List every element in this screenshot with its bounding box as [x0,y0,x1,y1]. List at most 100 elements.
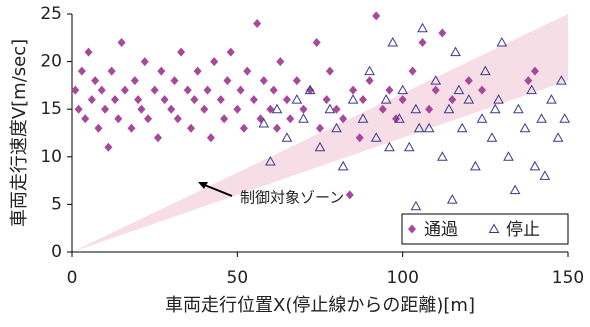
diamond-point [249,95,258,105]
legend-label: 通過 [424,220,458,240]
diamond-point [312,38,321,48]
diamond-point [107,66,116,76]
triangle-point [513,103,524,114]
triangle-point [443,103,455,114]
diamond-point [71,85,80,95]
triangle-point [489,103,501,114]
legend-marker [488,223,500,233]
y-axis-label: 車両走行速度V[m/sec] [9,39,30,227]
diamond-point [167,104,176,114]
triangle-point [450,46,461,57]
diamond-point [259,76,268,86]
triangle-point [519,122,531,133]
y-tick-label: 15 [40,99,62,119]
diamond-point [418,38,427,48]
triangle-point [397,84,409,95]
triangle-point [331,122,342,133]
diamond-point [292,76,301,86]
diamond-point [524,76,533,86]
diamond-point [299,104,308,114]
diamond-point [276,57,285,67]
triangle-point [337,160,349,171]
diamond-point [253,19,262,29]
diamond-point [130,76,139,86]
triangle-point [559,113,571,123]
diamond-point [193,66,202,76]
diamond-point [332,104,341,114]
diamond-point [94,123,103,133]
triangle-point [539,170,551,180]
diamond-point [110,95,119,105]
diamond-point [243,66,252,76]
diamond-point [144,114,153,124]
diamond-point [398,95,407,105]
diamond-point [306,85,315,95]
diamond-point [316,123,324,133]
triangle-point [423,122,435,133]
triangle-point [496,37,508,47]
triangle-point [380,94,392,104]
diamond-point [210,57,219,67]
triangle-point [556,75,567,85]
diamond-point [223,76,232,86]
diamond-point [187,123,196,133]
diamond-point [339,114,348,124]
diamond-point [233,104,242,114]
diamond-point [206,133,215,143]
y-tick-label: 25 [40,4,62,24]
triangle-point [410,103,422,114]
triangle-point [324,103,336,114]
triangle-point [403,141,415,152]
triangle-point [364,65,375,76]
diamond-point [378,104,387,114]
diamond-point [170,76,179,86]
triangle-point [479,65,491,76]
diamond-point [269,85,278,95]
triangle-point [446,194,458,204]
diamond-point [256,114,265,124]
diamond-point [190,95,199,105]
triangle-point [347,94,359,104]
diamond-point [355,133,364,143]
diamond-point [81,114,90,124]
triangle-point [463,94,475,104]
diamond-point [226,47,235,57]
triangle-point [413,122,425,133]
diamond-point [464,76,473,86]
triangle-point [552,132,564,142]
diamond-point [117,38,126,48]
triangle-point [314,141,326,152]
x-tick-label: 0 [67,268,78,288]
diamond-point [101,104,110,114]
diamond-point [216,95,225,105]
diamond-point [220,114,229,124]
triangle-point [430,75,442,85]
diamond-point [160,95,169,105]
triangle-point [298,113,309,123]
triangle-point [417,22,428,33]
diamond-point [448,95,457,105]
triangle-point [258,117,270,128]
diamond-point [431,85,440,95]
legend-box [401,213,569,245]
diamond-point [134,95,143,105]
control-zone [72,14,568,252]
diamond-point [140,57,149,67]
legend-label: 停止 [506,220,540,240]
triangle-point [271,103,283,114]
diamond-point [236,85,245,95]
y-tick-label: 5 [51,194,62,214]
diamond-point [74,104,83,114]
diamond-point [77,66,86,76]
diamond-point [408,66,417,76]
diamond-point [239,123,248,133]
triangle-point [536,113,547,123]
triangle-point [304,84,316,95]
diamond-point [177,47,186,57]
diamond-point [385,85,394,95]
diamond-point [114,114,123,124]
diamond-point [137,104,146,114]
x-tick-label: 100 [386,268,418,288]
triangle-point [453,84,465,95]
